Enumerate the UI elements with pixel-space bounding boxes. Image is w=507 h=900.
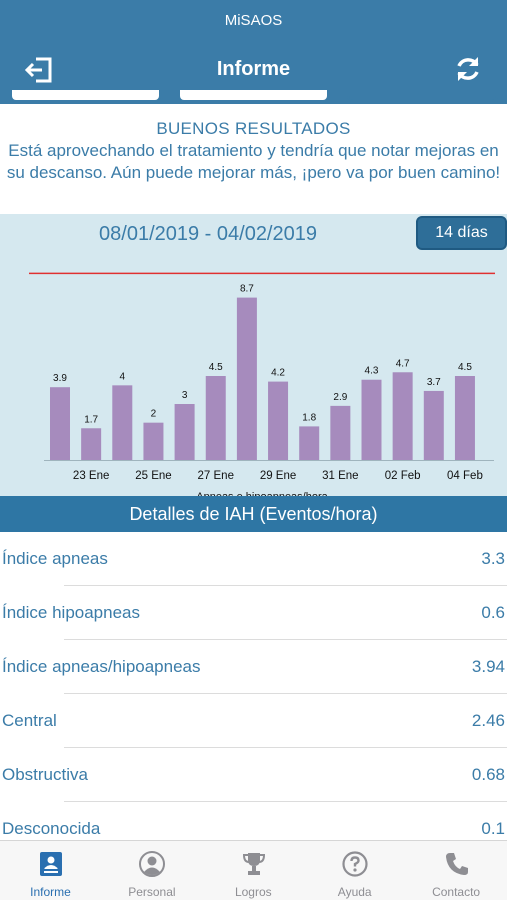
segment-button-2[interactable] bbox=[178, 90, 329, 102]
bar bbox=[143, 422, 164, 460]
bar-value-label: 8.7 bbox=[240, 284, 254, 295]
detail-value: 0.6 bbox=[481, 603, 505, 622]
bar-value-label: 4.3 bbox=[365, 366, 379, 377]
tab-contacto[interactable]: Contacto bbox=[406, 841, 507, 900]
row-divider bbox=[64, 585, 507, 586]
bar-value-label: 3 bbox=[182, 390, 188, 401]
tab-label: Personal bbox=[128, 885, 176, 899]
x-tick-label: 23 Ene bbox=[73, 470, 109, 482]
detail-label: Obstructiva bbox=[2, 765, 88, 784]
tab-label: Ayuda bbox=[337, 885, 372, 899]
details-list: Índice apneas 3.3 Índice hipoapneas 0.6 Índi… bbox=[0, 532, 507, 856]
bar bbox=[236, 297, 257, 460]
detail-row: Obstructiva 0.68 bbox=[0, 748, 507, 802]
refresh-icon[interactable] bbox=[453, 54, 483, 84]
detail-value: 3.94 bbox=[471, 657, 505, 676]
tab-label: Contacto bbox=[432, 885, 481, 899]
bar-chart: 3.9 1.7 4 2 3 4.5 8.7 4.2 1.8 2.9 4.3 4.7 3.7 4.5 23 E… bbox=[29, 272, 495, 496]
detail-label: Central bbox=[2, 711, 57, 730]
bar-value-label: 4.7 bbox=[396, 358, 410, 369]
bar bbox=[205, 376, 226, 460]
segment-button-3[interactable] bbox=[347, 90, 498, 102]
bar bbox=[392, 372, 413, 460]
tab-bar: Informe Personal Logros Ayuda Contacto bbox=[0, 840, 507, 900]
row-divider bbox=[64, 639, 507, 640]
bar-value-label: 4 bbox=[120, 371, 126, 382]
row-divider bbox=[64, 747, 507, 748]
user-icon bbox=[139, 851, 166, 877]
help-icon bbox=[342, 851, 368, 877]
bar-value-label: 2 bbox=[151, 409, 157, 420]
x-tick-label: 29 Ene bbox=[260, 470, 296, 482]
detail-row: Desconocida 0.1 bbox=[0, 802, 507, 856]
detail-value: 2.46 bbox=[471, 711, 505, 730]
bar bbox=[299, 426, 320, 460]
bar-value-label: 1.7 bbox=[84, 414, 98, 425]
bar bbox=[268, 381, 289, 460]
row-divider bbox=[64, 801, 507, 802]
bar-value-label: 4.5 bbox=[209, 362, 223, 373]
tab-informe[interactable]: Informe bbox=[0, 841, 101, 900]
bar-value-label: 1.8 bbox=[302, 412, 316, 423]
phone-icon bbox=[444, 851, 470, 877]
logout-icon[interactable] bbox=[24, 56, 54, 84]
segment-button-1[interactable] bbox=[10, 90, 161, 102]
bar-value-label: 4.5 bbox=[458, 362, 472, 373]
trophy-icon bbox=[241, 851, 267, 877]
detail-label: Desconocida bbox=[2, 819, 101, 838]
x-tick-label: 27 Ene bbox=[198, 470, 234, 482]
detail-label: Índice hipoapneas bbox=[2, 603, 141, 622]
bar bbox=[81, 428, 102, 460]
x-axis-title: Apneas e hipoapneas/hora bbox=[196, 491, 328, 496]
nav-bar: MiSAOS Informe bbox=[0, 0, 507, 104]
detail-label: Índice apneas/hipoapneas bbox=[2, 657, 201, 676]
tab-label: Informe bbox=[30, 885, 71, 899]
tab-ayuda[interactable]: Ayuda bbox=[304, 841, 405, 900]
detail-value: 0.68 bbox=[471, 765, 505, 784]
bar bbox=[174, 404, 195, 460]
status-bar-title: MiSAOS bbox=[224, 12, 283, 29]
x-tick-label: 31 Ene bbox=[322, 470, 358, 482]
chart-panel: 08/01/2019 - 04/02/2019 14 días 3.9 1.7 4 2… bbox=[0, 214, 507, 496]
bar bbox=[330, 405, 351, 460]
detail-row: Central 2.46 bbox=[0, 694, 507, 748]
bar-value-label: 2.9 bbox=[333, 392, 347, 403]
period-button[interactable]: 14 días bbox=[416, 216, 507, 250]
row-divider bbox=[64, 693, 507, 694]
detail-label: Índice apneas bbox=[2, 549, 108, 568]
x-tick-label: 25 Ene bbox=[135, 470, 171, 482]
bar-value-label: 3.7 bbox=[427, 377, 441, 388]
details-header: Detalles de IAH (Eventos/hora) bbox=[0, 496, 507, 532]
page-title: Informe bbox=[216, 58, 291, 80]
tab-label: Logros bbox=[234, 885, 272, 899]
detail-row: Índice hipoapneas 0.6 bbox=[0, 586, 507, 640]
x-tick-label: 04 Feb bbox=[447, 470, 483, 482]
bar bbox=[50, 387, 70, 460]
bar-value-label: 4.2 bbox=[271, 368, 285, 379]
result-title: BUENOS RESULTADOS bbox=[156, 119, 351, 138]
result-message: Está aprovechando el tratamiento y tendr… bbox=[6, 141, 501, 182]
bar bbox=[423, 390, 444, 460]
report-icon bbox=[38, 851, 64, 877]
detail-value: 0.1 bbox=[481, 819, 505, 838]
tab-personal[interactable]: Personal bbox=[101, 841, 202, 900]
detail-row: Índice apneas 3.3 bbox=[0, 532, 507, 586]
detail-row: Índice apneas/hipoapneas 3.94 bbox=[0, 640, 507, 694]
bar bbox=[361, 379, 382, 460]
detail-value: 3.3 bbox=[481, 549, 505, 568]
tab-logros[interactable]: Logros bbox=[203, 841, 304, 900]
result-summary: BUENOS RESULTADOS Está aprovechando el t… bbox=[0, 118, 507, 184]
x-tick-label: 02 Feb bbox=[385, 470, 421, 482]
date-range: 08/01/2019 - 04/02/2019 bbox=[99, 223, 317, 245]
bar-value-label: 3.9 bbox=[53, 373, 67, 384]
bar bbox=[454, 376, 475, 460]
bar bbox=[112, 385, 133, 460]
